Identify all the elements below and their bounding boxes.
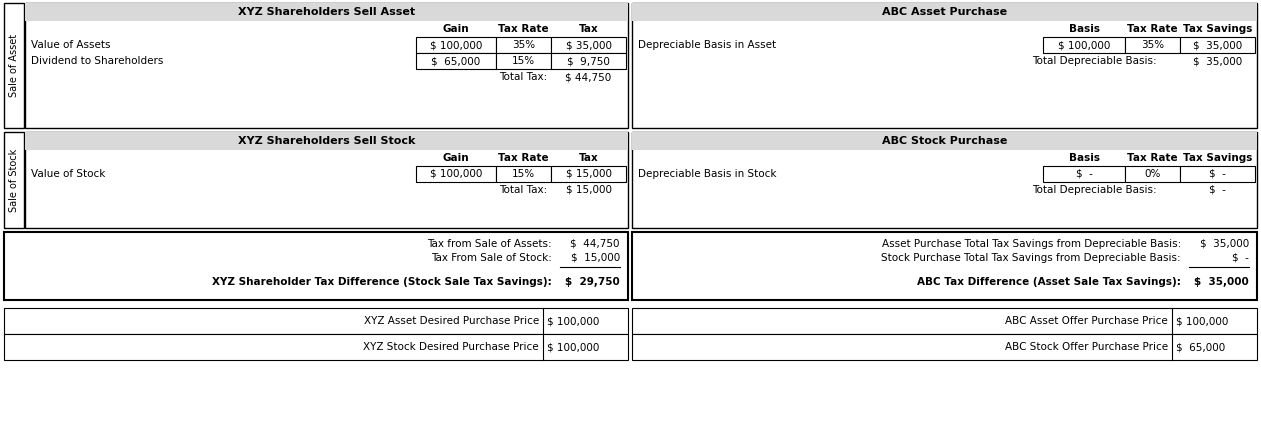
Bar bbox=[632, 232, 1257, 300]
Text: $  35,000: $ 35,000 bbox=[1199, 239, 1248, 249]
Text: $ 100,000: $ 100,000 bbox=[430, 40, 482, 50]
Bar bbox=[416, 37, 496, 53]
Bar bbox=[1043, 166, 1125, 182]
Text: $  15,000: $ 15,000 bbox=[571, 253, 620, 263]
Bar bbox=[4, 232, 628, 300]
Text: ABC Tax Difference (Asset Sale Tax Savings):: ABC Tax Difference (Asset Sale Tax Savin… bbox=[917, 277, 1182, 287]
Text: Gain: Gain bbox=[443, 153, 469, 163]
Bar bbox=[4, 308, 628, 334]
Text: Tax from Sale of Assets:: Tax from Sale of Assets: bbox=[427, 239, 552, 249]
Bar bbox=[25, 3, 628, 21]
Bar bbox=[496, 37, 551, 53]
Text: $ 100,000: $ 100,000 bbox=[547, 316, 599, 326]
Bar bbox=[1125, 166, 1180, 182]
Text: $  -: $ - bbox=[1232, 253, 1248, 263]
Bar bbox=[4, 132, 24, 228]
Bar bbox=[1180, 37, 1255, 53]
Bar bbox=[551, 166, 625, 182]
Bar bbox=[416, 166, 496, 182]
Bar bbox=[632, 308, 1257, 334]
Text: Total Depreciable Basis:: Total Depreciable Basis: bbox=[1031, 56, 1156, 66]
Text: Value of Assets: Value of Assets bbox=[32, 40, 111, 50]
Text: $  9,750: $ 9,750 bbox=[567, 56, 610, 66]
Text: Total Tax:: Total Tax: bbox=[499, 185, 547, 195]
Text: Tax Rate: Tax Rate bbox=[1127, 24, 1178, 34]
Text: XYZ Shareholders Sell Stock: XYZ Shareholders Sell Stock bbox=[238, 136, 415, 146]
Text: $  29,750: $ 29,750 bbox=[565, 277, 620, 287]
Text: Tax From Sale of Stock:: Tax From Sale of Stock: bbox=[431, 253, 552, 263]
Bar bbox=[25, 132, 628, 228]
Text: Asset Purchase Total Tax Savings from Depreciable Basis:: Asset Purchase Total Tax Savings from De… bbox=[881, 239, 1182, 249]
Text: 0%: 0% bbox=[1144, 169, 1160, 179]
Text: XYZ Shareholder Tax Difference (Stock Sale Tax Savings):: XYZ Shareholder Tax Difference (Stock Sa… bbox=[212, 277, 552, 287]
Text: Gain: Gain bbox=[443, 24, 469, 34]
Text: 35%: 35% bbox=[1141, 40, 1164, 50]
Text: $ 35,000: $ 35,000 bbox=[565, 40, 612, 50]
Text: Sale of Stock: Sale of Stock bbox=[9, 148, 19, 212]
Text: $  -: $ - bbox=[1209, 169, 1226, 179]
Text: Stock Purchase Total Tax Savings from Depreciable Basis:: Stock Purchase Total Tax Savings from De… bbox=[881, 253, 1182, 263]
Text: Total Depreciable Basis:: Total Depreciable Basis: bbox=[1031, 185, 1156, 195]
Text: Tax: Tax bbox=[579, 153, 599, 163]
Text: Tax Rate: Tax Rate bbox=[498, 153, 549, 163]
Text: ABC Stock Purchase: ABC Stock Purchase bbox=[881, 136, 1008, 146]
Bar bbox=[632, 3, 1257, 21]
Text: Basis: Basis bbox=[1068, 24, 1100, 34]
Text: $  65,000: $ 65,000 bbox=[431, 56, 480, 66]
Bar bbox=[551, 37, 625, 53]
Bar bbox=[25, 3, 628, 128]
Text: ABC Asset Offer Purchase Price: ABC Asset Offer Purchase Price bbox=[1005, 316, 1168, 326]
Bar bbox=[1043, 37, 1125, 53]
Bar bbox=[551, 53, 625, 69]
Text: $  35,000: $ 35,000 bbox=[1193, 56, 1242, 66]
Text: Tax Rate: Tax Rate bbox=[498, 24, 549, 34]
Text: 35%: 35% bbox=[512, 40, 535, 50]
Bar bbox=[496, 166, 551, 182]
Text: $ 15,000: $ 15,000 bbox=[565, 169, 612, 179]
Bar bbox=[4, 334, 628, 360]
Text: Tax: Tax bbox=[579, 24, 599, 34]
Text: $  35,000: $ 35,000 bbox=[1193, 40, 1242, 50]
Text: $ 100,000: $ 100,000 bbox=[430, 169, 482, 179]
Text: $ 15,000: $ 15,000 bbox=[565, 185, 612, 195]
Bar bbox=[1180, 166, 1255, 182]
Text: Dividend to Shareholders: Dividend to Shareholders bbox=[32, 56, 164, 66]
Text: Total Tax:: Total Tax: bbox=[499, 72, 547, 82]
Bar bbox=[632, 334, 1257, 360]
Text: ABC Asset Purchase: ABC Asset Purchase bbox=[881, 7, 1008, 17]
Bar bbox=[632, 132, 1257, 150]
Text: Sale of Asset: Sale of Asset bbox=[9, 34, 19, 97]
Bar bbox=[416, 53, 496, 69]
Text: $  -: $ - bbox=[1209, 185, 1226, 195]
Text: $  65,000: $ 65,000 bbox=[1177, 342, 1226, 352]
Text: $ 100,000: $ 100,000 bbox=[1058, 40, 1110, 50]
Bar bbox=[496, 53, 551, 69]
Text: $ 100,000: $ 100,000 bbox=[1177, 316, 1228, 326]
Text: XYZ Stock Desired Purchase Price: XYZ Stock Desired Purchase Price bbox=[363, 342, 538, 352]
Text: Value of Stock: Value of Stock bbox=[32, 169, 106, 179]
Text: $  -: $ - bbox=[1076, 169, 1092, 179]
Bar bbox=[1125, 37, 1180, 53]
Text: ABC Stock Offer Purchase Price: ABC Stock Offer Purchase Price bbox=[1005, 342, 1168, 352]
Text: 15%: 15% bbox=[512, 56, 535, 66]
Text: XYZ Shareholders Sell Asset: XYZ Shareholders Sell Asset bbox=[238, 7, 415, 17]
Text: Tax Savings: Tax Savings bbox=[1183, 24, 1252, 34]
Text: $  44,750: $ 44,750 bbox=[570, 239, 620, 249]
Bar bbox=[632, 132, 1257, 228]
Text: Tax Rate: Tax Rate bbox=[1127, 153, 1178, 163]
Bar bbox=[25, 132, 628, 150]
Text: XYZ Asset Desired Purchase Price: XYZ Asset Desired Purchase Price bbox=[363, 316, 538, 326]
Bar bbox=[632, 3, 1257, 128]
Bar bbox=[4, 3, 24, 128]
Text: $ 44,750: $ 44,750 bbox=[565, 72, 612, 82]
Text: Tax Savings: Tax Savings bbox=[1183, 153, 1252, 163]
Text: $  35,000: $ 35,000 bbox=[1194, 277, 1248, 287]
Text: Depreciable Basis in Stock: Depreciable Basis in Stock bbox=[638, 169, 777, 179]
Text: Basis: Basis bbox=[1068, 153, 1100, 163]
Text: 15%: 15% bbox=[512, 169, 535, 179]
Text: Depreciable Basis in Asset: Depreciable Basis in Asset bbox=[638, 40, 776, 50]
Text: $ 100,000: $ 100,000 bbox=[547, 342, 599, 352]
